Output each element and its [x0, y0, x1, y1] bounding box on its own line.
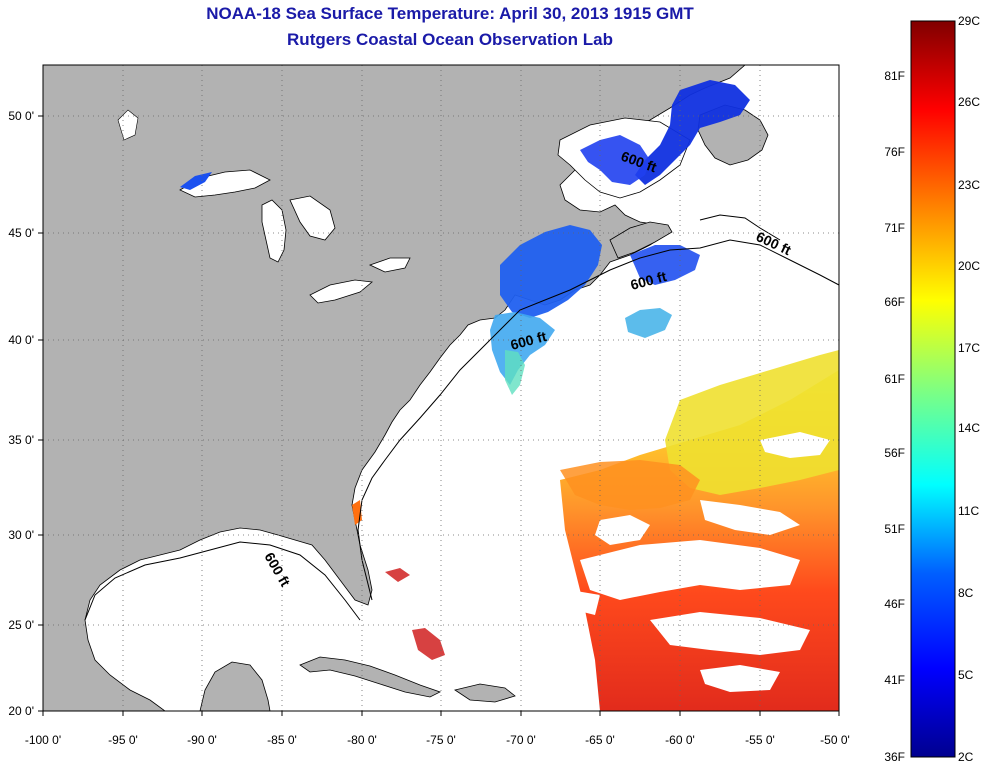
lake-ontario — [368, 257, 411, 273]
lon-tick-label: -55 0' — [745, 733, 775, 747]
lat-tick-label: 20 0' — [8, 704, 34, 718]
lon-tick-label: -50 0' — [820, 733, 850, 747]
land-cuba — [299, 656, 442, 698]
lon-tick-label: -75 0' — [426, 733, 456, 747]
sst-bahamas — [412, 628, 445, 660]
sst-gulf-stream-orange — [560, 460, 700, 510]
cloud-mask — [570, 432, 830, 692]
colorbar — [910, 20, 956, 758]
sst-gulf-of-maine — [500, 225, 602, 318]
sst-subtropical-yellow — [665, 350, 839, 495]
lake-huron — [289, 195, 336, 241]
celsius-label: 5C — [958, 668, 974, 682]
celsius-label: 14C — [958, 421, 980, 435]
colorbar-fahrenheit-labels: 81F 76F 71F 66F 61F 56F 51F 46F 41F 36F — [884, 69, 905, 764]
fahrenheit-label: 81F — [884, 69, 905, 83]
fahrenheit-label: 36F — [884, 750, 905, 764]
lon-tick-label: -90 0' — [187, 733, 217, 747]
colorbar-celsius-labels: 29C 26C 23C 20C 17C 14C 11C 8C 5C 2C — [958, 14, 980, 764]
sst-cold-lake-superior — [180, 172, 212, 190]
lon-tick-label: -100 0' — [25, 733, 61, 747]
lat-tick-label: 30 0' — [8, 528, 34, 542]
celsius-label: 17C — [958, 341, 980, 355]
lake-superior — [179, 169, 271, 198]
isobath-600ft — [84, 214, 839, 621]
celsius-label: 20C — [958, 259, 980, 273]
lat-tick-label: 50 0' — [8, 109, 34, 123]
lat-tick-label: 40 0' — [8, 333, 34, 347]
lon-tick-label: -80 0' — [347, 733, 377, 747]
celsius-label: 26C — [958, 95, 980, 109]
lon-tick-label: -65 0' — [585, 733, 615, 747]
lat-tick-label: 25 0' — [8, 618, 34, 632]
map-title: NOAA-18 Sea Surface Temperature: April 3… — [206, 4, 694, 23]
lon-tick-label: -95 0' — [108, 733, 138, 747]
celsius-label: 29C — [958, 14, 980, 28]
fahrenheit-label: 76F — [884, 145, 905, 159]
fahrenheit-label: 41F — [884, 673, 905, 687]
lake-michigan — [261, 199, 287, 263]
lon-tick-label: -60 0' — [665, 733, 695, 747]
map-subtitle: Rutgers Coastal Ocean Observation Lab — [287, 30, 613, 49]
fahrenheit-label: 66F — [884, 295, 905, 309]
lon-tick-label: -70 0' — [506, 733, 536, 747]
celsius-label: 23C — [958, 178, 980, 192]
fahrenheit-label: 56F — [884, 446, 905, 460]
lon-axis-labels: -100 0' -95 0' -90 0' -85 0' -80 0' -75 … — [25, 733, 850, 747]
fahrenheit-label: 46F — [884, 597, 905, 611]
celsius-label: 8C — [958, 586, 974, 600]
sst-bahamas-north — [385, 568, 410, 582]
sst-scotian-shelf — [630, 245, 700, 285]
lat-axis-labels: 50 0' 45 0' 40 0' 35 0' 30 0' 25 0' 20 0… — [8, 109, 34, 718]
fahrenheit-label: 71F — [884, 221, 905, 235]
lake-erie — [309, 279, 373, 304]
sst-georges-bank — [625, 308, 672, 338]
land-hispaniola — [454, 683, 516, 703]
celsius-label: 2C — [958, 750, 974, 764]
fahrenheit-label: 51F — [884, 522, 905, 536]
celsius-label: 11C — [958, 504, 979, 518]
lon-tick-label: -85 0' — [267, 733, 297, 747]
land-yucatan — [199, 661, 271, 711]
fahrenheit-label: 61F — [884, 372, 905, 386]
sst-cold-labrador — [635, 80, 750, 185]
sst-shelf-green — [505, 350, 525, 395]
land-nova-scotia — [609, 221, 673, 259]
sst-cold-st-lawrence — [580, 135, 650, 185]
lat-tick-label: 35 0' — [8, 433, 34, 447]
lake-winnipeg — [117, 109, 139, 141]
lat-tick-label: 45 0' — [8, 226, 34, 240]
tick-marks — [38, 115, 840, 716]
